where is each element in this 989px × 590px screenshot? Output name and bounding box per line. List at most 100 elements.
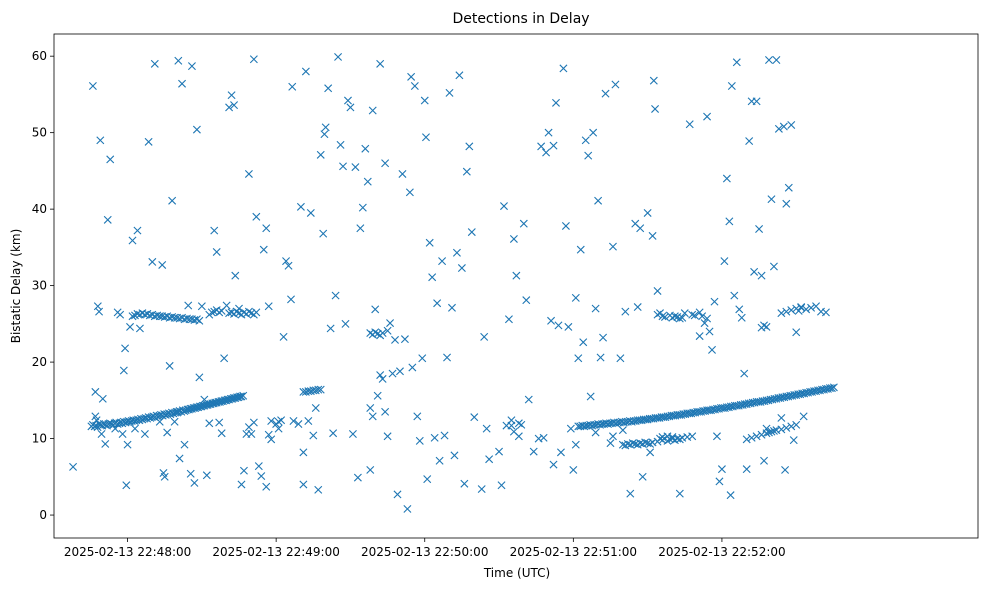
data-point (688, 310, 697, 319)
data-point (641, 438, 650, 447)
data-point (252, 308, 261, 317)
data-point (192, 125, 201, 134)
data-point (747, 433, 756, 442)
data-point (186, 469, 195, 478)
data-point (777, 413, 786, 422)
data-point (192, 315, 201, 324)
data-point (433, 299, 442, 308)
data-point (564, 322, 573, 331)
data-point (351, 163, 360, 172)
data-point (222, 301, 231, 310)
data-point (277, 416, 286, 425)
data-point (757, 430, 766, 439)
data-point (688, 432, 697, 441)
data-point (299, 448, 308, 457)
data-point (371, 305, 380, 314)
data-point (144, 137, 153, 146)
data-point (764, 428, 773, 437)
data-point (737, 313, 746, 322)
data-point (220, 354, 229, 363)
data-point (393, 490, 402, 499)
data-point (586, 392, 595, 401)
data-point (410, 82, 419, 90)
data-point (264, 430, 273, 439)
data-point (420, 96, 429, 105)
data-point (279, 332, 288, 341)
data-point (376, 371, 385, 380)
data-point (368, 106, 377, 115)
data-point (190, 478, 199, 487)
data-point (366, 403, 375, 412)
data-point (651, 104, 660, 113)
data-point (576, 245, 585, 254)
data-point (772, 56, 781, 64)
data-point (638, 472, 647, 481)
data-point (781, 465, 790, 474)
data-point (445, 88, 454, 97)
data-point (566, 424, 575, 433)
data-point (608, 432, 617, 441)
data-point (407, 72, 416, 81)
data-point (180, 440, 189, 449)
data-point (353, 473, 362, 482)
data-point (789, 436, 798, 445)
data-point (643, 208, 652, 217)
data-point (187, 404, 196, 413)
data-point (227, 91, 236, 100)
data-point (116, 310, 125, 319)
data-point (339, 162, 348, 171)
data-point (230, 101, 239, 110)
data-point (452, 248, 461, 257)
data-point (767, 195, 776, 204)
data-point (745, 137, 754, 146)
data-point (184, 301, 193, 310)
data-point (235, 304, 243, 313)
data-point (225, 395, 234, 404)
data-point (658, 312, 667, 321)
data-point (561, 221, 570, 230)
data-point (324, 84, 333, 93)
data-point (140, 429, 149, 438)
data-point (130, 424, 139, 433)
data-point (648, 231, 657, 240)
data-point (485, 455, 494, 464)
data-point (512, 271, 521, 280)
data-point (195, 316, 204, 325)
data-point (660, 312, 669, 321)
data-point (519, 219, 528, 228)
data-point (725, 217, 734, 226)
data-point (311, 403, 320, 412)
y-tick-label: 30 (32, 279, 47, 293)
data-point (215, 418, 224, 427)
data-point (617, 417, 626, 426)
data-point (626, 489, 635, 498)
markers-layer (69, 52, 838, 513)
data-point (774, 124, 783, 133)
data-point (675, 489, 684, 498)
data-point (542, 148, 551, 157)
data-point (264, 302, 273, 311)
data-point (244, 307, 253, 316)
data-point (195, 373, 204, 382)
data-point (346, 103, 355, 112)
data-point (584, 151, 593, 160)
data-point (284, 261, 293, 270)
data-point (621, 307, 630, 316)
data-point (509, 427, 518, 436)
data-point (395, 367, 404, 376)
data-point (282, 257, 291, 266)
data-point (712, 432, 721, 441)
data-point (782, 423, 791, 432)
data-point (602, 419, 611, 428)
data-point (418, 354, 427, 363)
data-point (495, 447, 504, 456)
data-point (128, 312, 137, 321)
data-point (695, 332, 704, 341)
x-axis-label: Time (UTC) (483, 566, 550, 580)
data-point (111, 424, 120, 433)
data-point (341, 319, 350, 328)
data-point (675, 435, 684, 444)
data-point (628, 439, 637, 448)
